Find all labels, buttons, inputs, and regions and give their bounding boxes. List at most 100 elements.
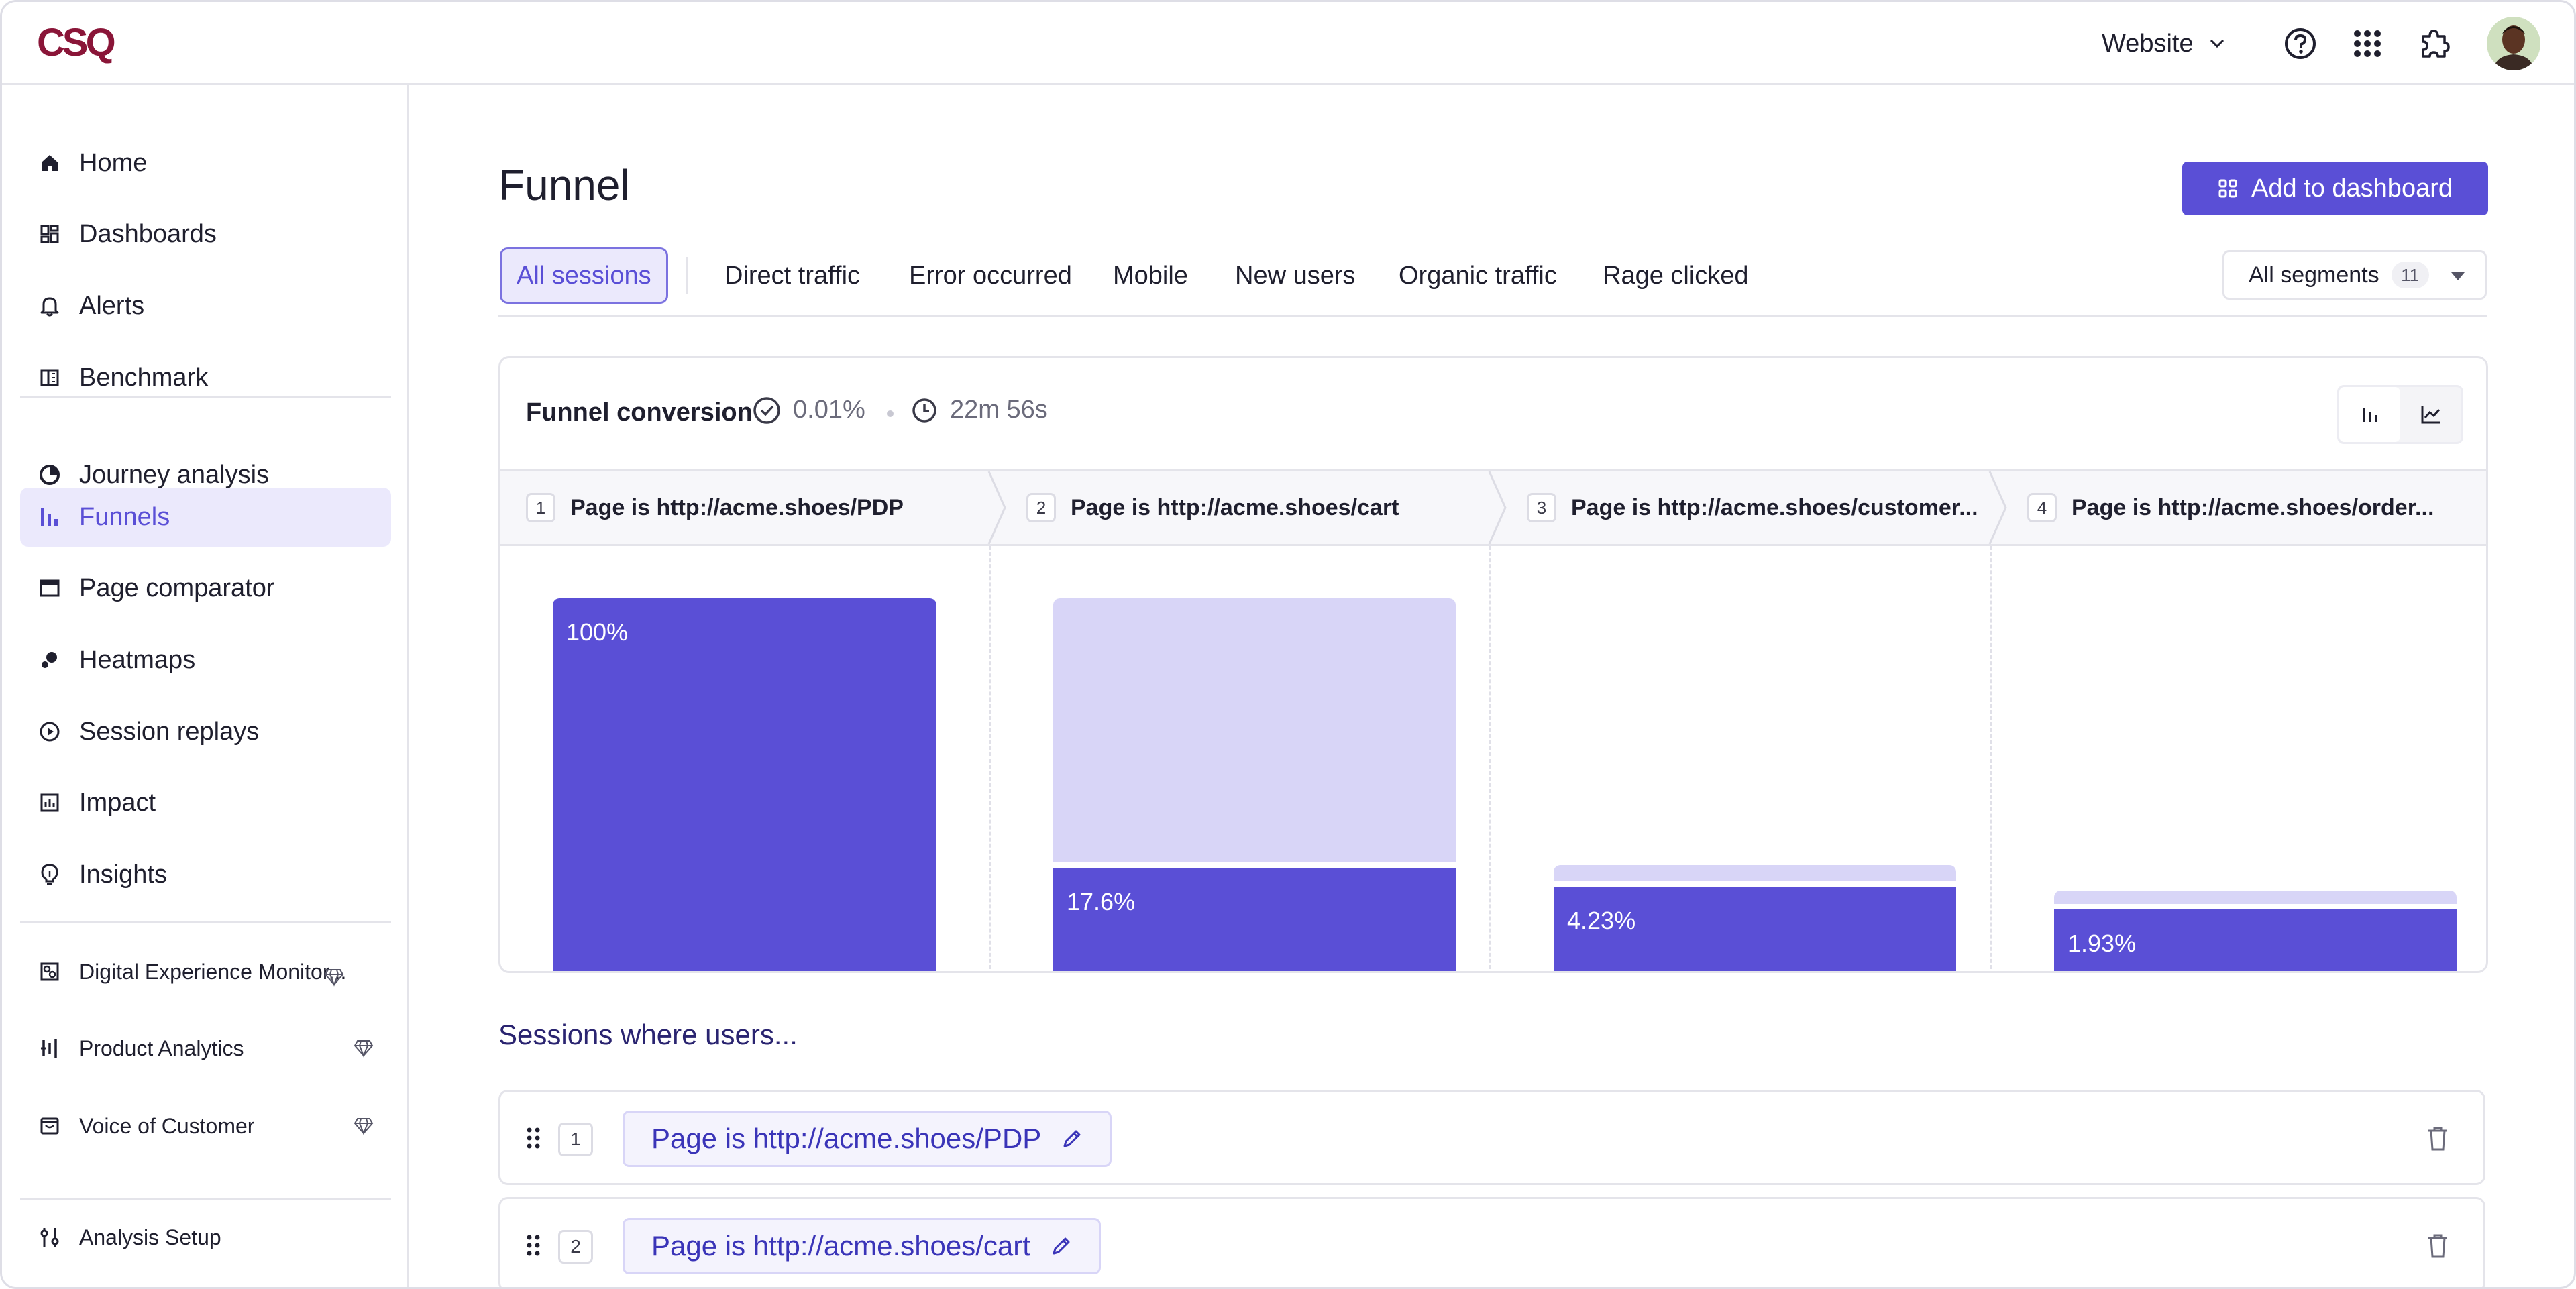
drag-handle-icon[interactable] bbox=[526, 1127, 541, 1150]
sidebar-item-dashboards[interactable]: Dashboards bbox=[20, 205, 391, 264]
sidebar-item-voice-of-customer[interactable]: Voice of Customer bbox=[20, 1097, 391, 1156]
drag-handle-icon[interactable] bbox=[526, 1234, 541, 1257]
sessions-section-title: Sessions where users... bbox=[498, 1019, 798, 1050]
funnel-conversion-bar[interactable] bbox=[553, 598, 936, 971]
page-title: Funnel bbox=[498, 161, 630, 209]
segment-tabs: All sessions Direct traffic Error occurr… bbox=[498, 247, 2487, 304]
rule-number: 2 bbox=[558, 1230, 593, 1264]
sidebar-item-label: Digital Experience Monitor... bbox=[79, 959, 347, 984]
sidebar-item-session-replays[interactable]: Session replays bbox=[20, 702, 391, 761]
segments-dropdown[interactable]: All segments 11 bbox=[2222, 250, 2487, 300]
tab-all-sessions[interactable]: All sessions bbox=[500, 247, 668, 304]
pencil-icon[interactable] bbox=[1061, 1128, 1083, 1150]
impact-icon bbox=[38, 791, 62, 815]
sidebar-item-funnels[interactable]: Funnels bbox=[20, 488, 391, 547]
help-icon[interactable] bbox=[2280, 23, 2320, 64]
sidebar-item-journey-analysis[interactable]: Journey analysis bbox=[20, 445, 391, 504]
sidebar-item-insights[interactable]: Insights bbox=[20, 845, 391, 904]
diamond-icon bbox=[324, 969, 344, 987]
user-avatar[interactable] bbox=[2487, 17, 2540, 70]
sidebar-item-benchmark[interactable]: Benchmark bbox=[20, 348, 391, 407]
funnel-step-header[interactable]: 4 Page is http://acme.shoes/order... bbox=[2027, 471, 2434, 544]
sidebar-item-label: Benchmark bbox=[79, 363, 209, 392]
sidebar-divider bbox=[20, 1198, 391, 1200]
lightbulb-icon bbox=[38, 862, 62, 887]
funnel-conversion-bar[interactable] bbox=[1554, 887, 1956, 971]
funnel-dropoff-bar[interactable] bbox=[1554, 865, 1956, 881]
sidebar-item-label: Session replays bbox=[79, 717, 260, 746]
sidebar-item-label: Alerts bbox=[79, 291, 145, 320]
sidebar-item-home[interactable]: Home bbox=[20, 133, 391, 192]
funnel-chart: 100% 17.6% 4.23% 1.93% bbox=[500, 546, 2486, 971]
tab-organic-traffic[interactable]: Organic traffic bbox=[1399, 261, 1557, 290]
bell-icon bbox=[38, 294, 62, 318]
step-chevron bbox=[1488, 471, 1507, 544]
sidebar-item-label: Dashboards bbox=[79, 219, 217, 248]
sidebar-item-alerts[interactable]: Alerts bbox=[20, 276, 391, 335]
tab-rage-clicked[interactable]: Rage clicked bbox=[1603, 261, 1749, 290]
funnel-step-header[interactable]: 2 Page is http://acme.shoes/cart bbox=[1026, 471, 1399, 544]
heatmap-icon bbox=[38, 648, 62, 672]
voice-icon bbox=[38, 1114, 62, 1138]
top-bar: CSQ Website bbox=[2, 2, 2574, 85]
funnel-conversion-bar[interactable] bbox=[2054, 909, 2457, 971]
sidebar-item-product-analytics[interactable]: Product Analytics bbox=[20, 1019, 391, 1078]
pencil-icon[interactable] bbox=[1051, 1235, 1072, 1257]
line-view-button[interactable] bbox=[2400, 387, 2461, 442]
dashboard-icon bbox=[2218, 179, 2237, 198]
tab-mobile[interactable]: Mobile bbox=[1113, 261, 1188, 290]
rule-condition-label: Page is http://acme.shoes/cart bbox=[651, 1230, 1030, 1262]
conversion-value: 0.01% bbox=[793, 396, 865, 424]
metric-separator-dot bbox=[887, 410, 894, 417]
funnel-dropoff-bar[interactable] bbox=[2054, 891, 2457, 904]
step-divider bbox=[989, 546, 991, 971]
funnel-step-header[interactable]: 3 Page is http://acme.shoes/customer... bbox=[1527, 471, 1978, 544]
funnel-card-header: Funnel conversion 0.01% 22m 56s bbox=[500, 358, 2486, 469]
sidebar-item-page-comparator[interactable]: Page comparator bbox=[20, 559, 391, 618]
tab-direct-traffic[interactable]: Direct traffic bbox=[724, 261, 861, 290]
chart-view-toggle bbox=[2337, 385, 2463, 444]
csq-logo[interactable]: CSQ bbox=[37, 21, 117, 65]
duration-value: 22m 56s bbox=[950, 396, 1048, 424]
funnel-conversion-card: Funnel conversion 0.01% 22m 56s 1 bbox=[498, 356, 2488, 973]
puzzle-icon[interactable] bbox=[2414, 23, 2455, 64]
svg-text:CSQ: CSQ bbox=[37, 21, 115, 64]
add-to-dashboard-button[interactable]: Add to dashboard bbox=[2182, 162, 2488, 215]
sidebar-item-analysis-setup[interactable]: Analysis Setup bbox=[20, 1208, 391, 1267]
rule-condition-chip[interactable]: Page is http://acme.shoes/cart bbox=[623, 1218, 1101, 1274]
funnel-rule-row: 2 Page is http://acme.shoes/cart bbox=[498, 1197, 2485, 1287]
trash-icon[interactable] bbox=[2426, 1125, 2450, 1152]
analytics-icon bbox=[38, 1036, 62, 1060]
step-number: 2 bbox=[1026, 493, 1056, 522]
bar-view-button[interactable] bbox=[2339, 387, 2400, 442]
sidebar-item-impact[interactable]: Impact bbox=[20, 773, 391, 832]
step-label: Page is http://acme.shoes/cart bbox=[1071, 494, 1399, 520]
apps-grid-icon[interactable] bbox=[2347, 23, 2387, 64]
add-to-dashboard-label: Add to dashboard bbox=[2251, 174, 2453, 203]
diamond-icon bbox=[354, 1118, 374, 1135]
tab-new-users[interactable]: New users bbox=[1235, 261, 1356, 290]
sidebar-item-label: Journey analysis bbox=[79, 460, 270, 489]
chevron-down-icon bbox=[2210, 39, 2224, 48]
step-number: 1 bbox=[526, 493, 555, 522]
sidebar-item-label: Funnels bbox=[79, 502, 170, 531]
funnel-card-title: Funnel conversion bbox=[526, 398, 753, 427]
funnel-dropoff-bar[interactable] bbox=[1053, 598, 1456, 862]
tab-error-occurred[interactable]: Error occurred bbox=[909, 261, 1072, 290]
funnel-icon bbox=[38, 505, 62, 529]
sidebar-item-label: Impact bbox=[79, 788, 156, 817]
funnel-step-header[interactable]: 1 Page is http://acme.shoes/PDP bbox=[526, 471, 904, 544]
bar-chart-icon bbox=[2362, 408, 2377, 422]
play-circle-icon bbox=[38, 720, 62, 744]
clock-icon bbox=[912, 398, 936, 423]
funnel-bar-label: 4.23% bbox=[1567, 907, 1636, 934]
sidebar-item-heatmaps[interactable]: Heatmaps bbox=[20, 630, 391, 689]
sidebar-item-digital-experience-monitoring[interactable]: Digital Experience Monitor... bbox=[20, 942, 391, 1001]
sidebar: Home Dashboards Alerts Benchmark Journey… bbox=[2, 85, 409, 1287]
tabs-underline bbox=[498, 315, 2487, 317]
trash-icon[interactable] bbox=[2426, 1233, 2450, 1259]
website-selector[interactable]: Website bbox=[2102, 25, 2224, 62]
funnel-conversion-bar[interactable] bbox=[1053, 867, 1456, 971]
rule-condition-chip[interactable]: Page is http://acme.shoes/PDP bbox=[623, 1111, 1112, 1167]
